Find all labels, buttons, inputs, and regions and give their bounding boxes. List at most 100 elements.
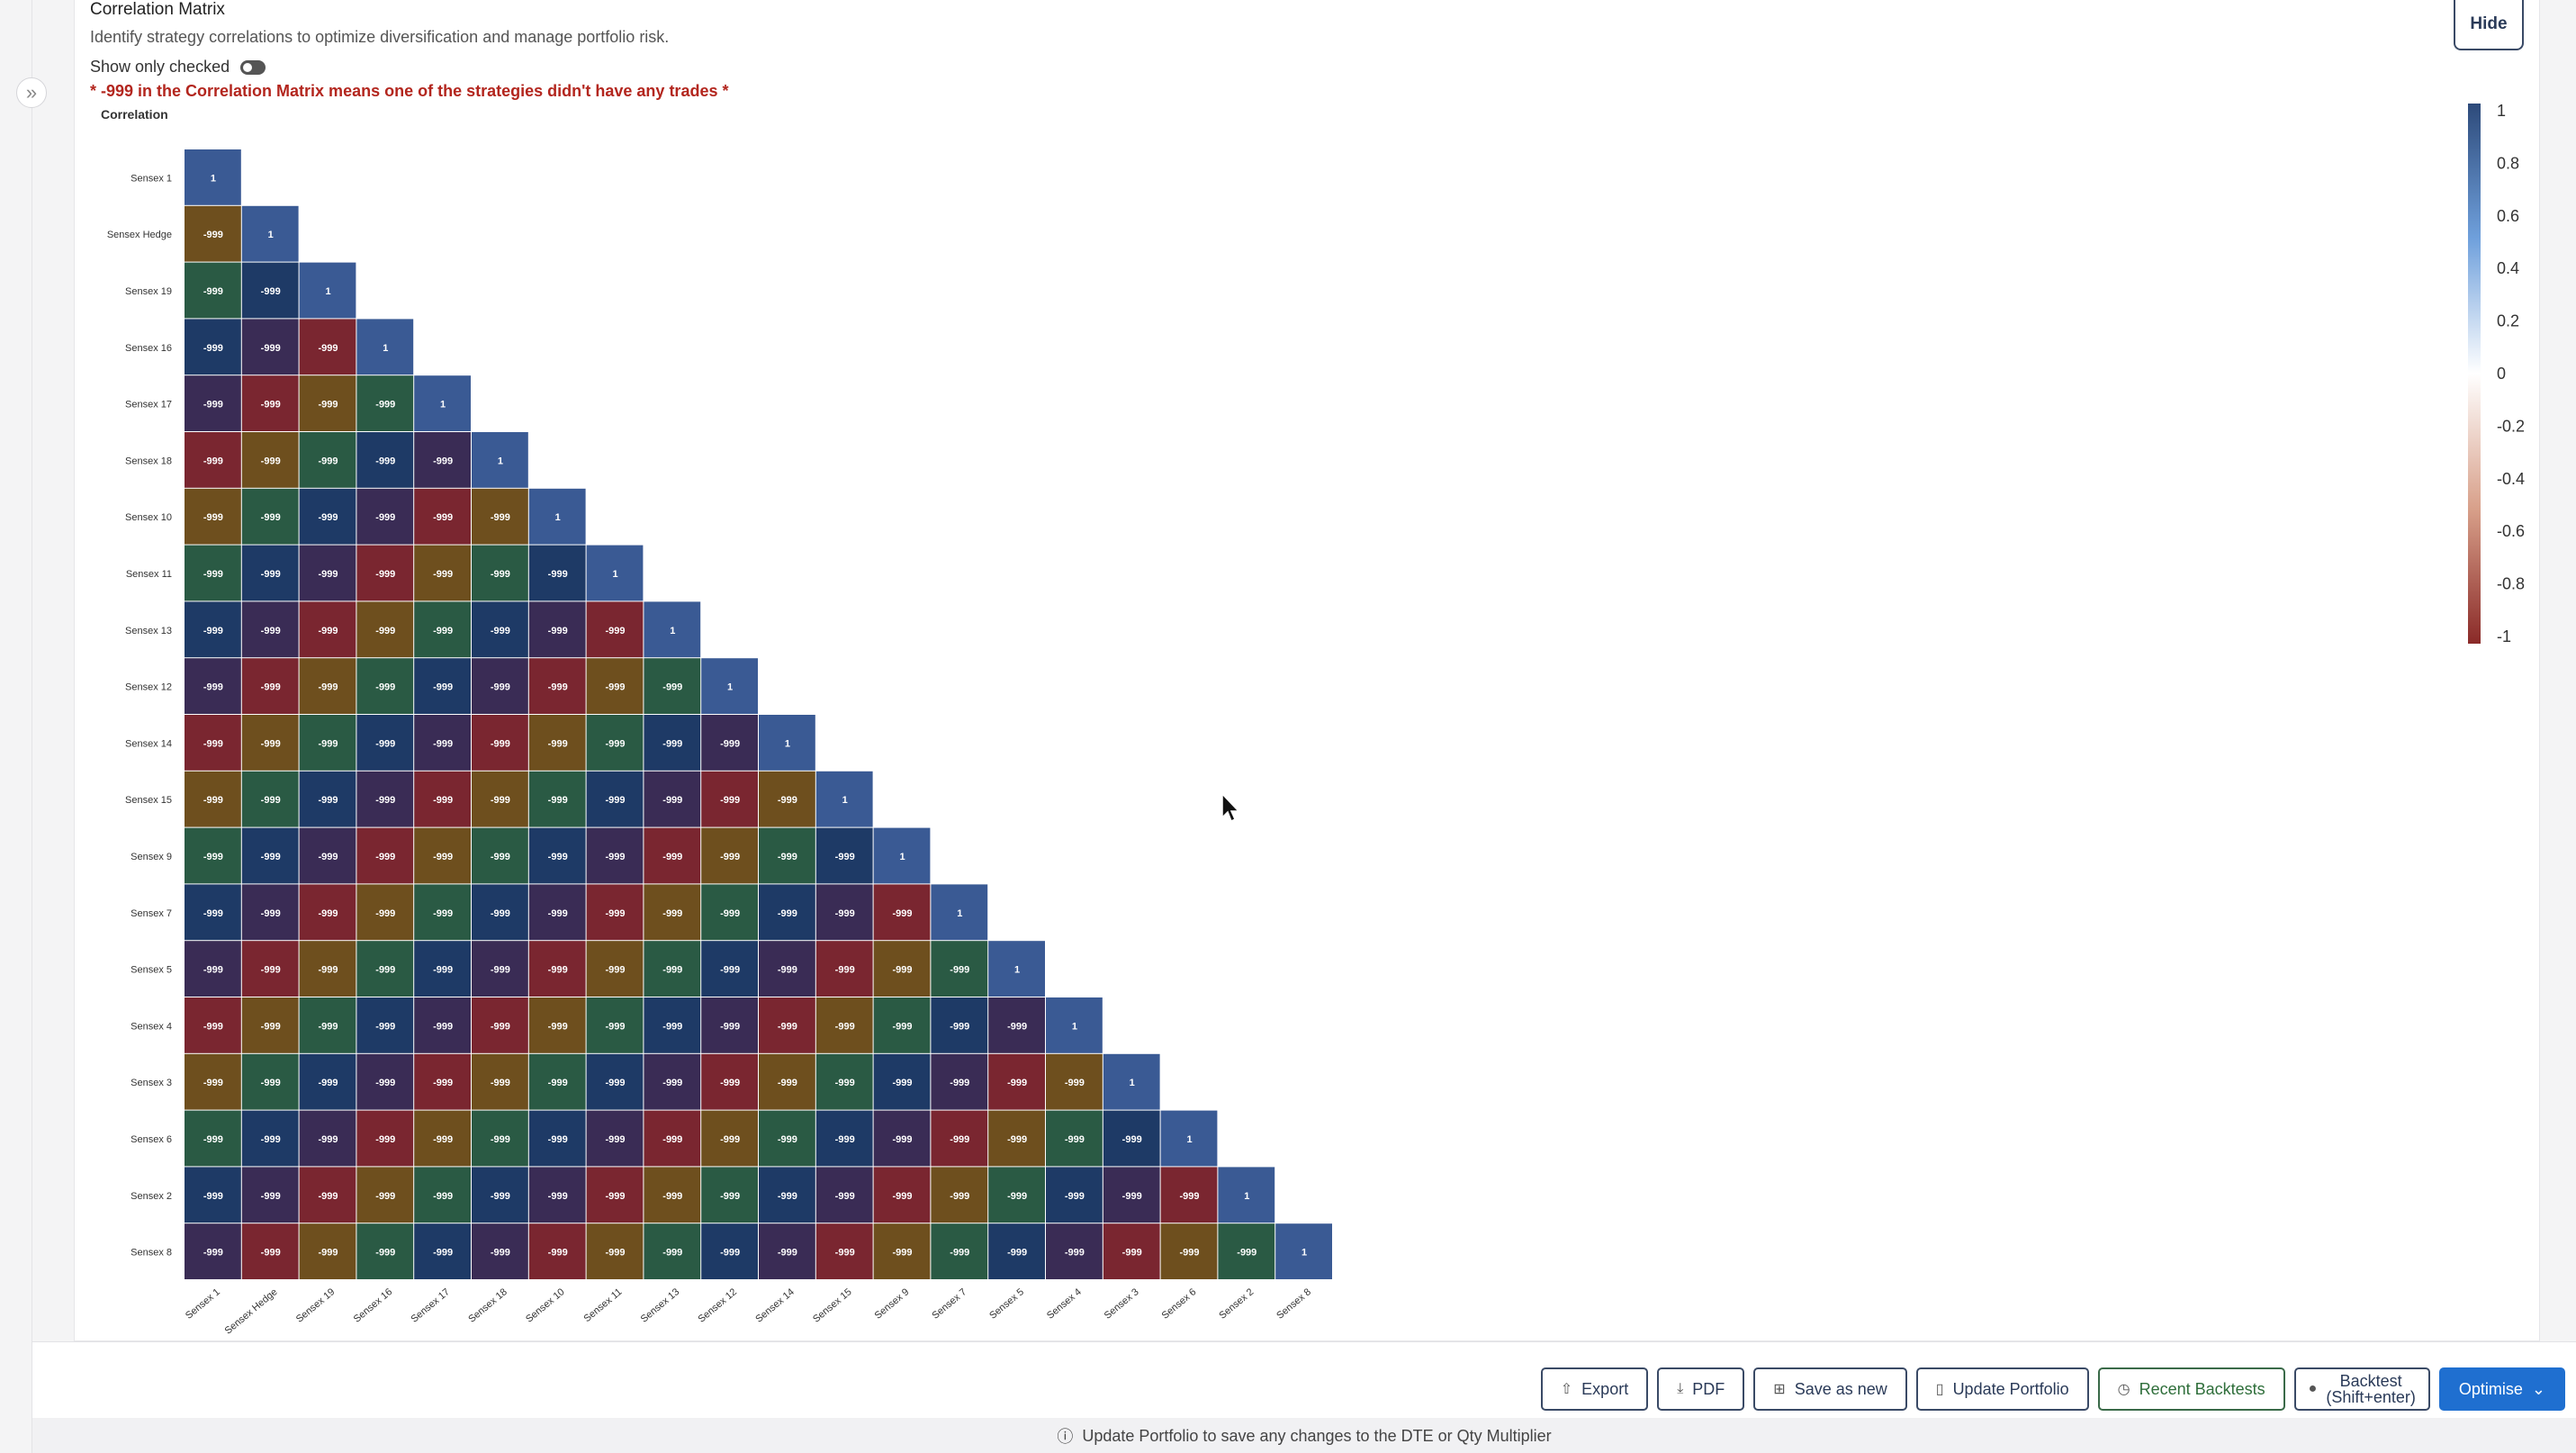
cell-value: -999 [892,1021,912,1032]
matrix-cell [241,262,299,319]
cell-value: -999 [950,965,969,976]
matrix-cell [241,1167,299,1223]
column-label: Sensex 10 [524,1286,567,1325]
matrix-cell [185,1110,241,1167]
cell-value: 1 [325,286,330,297]
recent-backtests-button[interactable]: ◷ Recent Backtests [2097,1367,2285,1411]
matrix-cell [586,1053,644,1110]
cell-value: 1 [1072,1021,1077,1032]
expand-sidebar-icon[interactable]: » [16,77,47,108]
row-label: Sensex 10 [125,512,172,523]
matrix-cell [701,771,758,827]
color-scale-tick: 0.8 [2497,154,2519,172]
matrix-cell [356,432,414,488]
cell-value: -999 [950,1248,969,1259]
matrix-cell [299,545,356,601]
column-label: Sensex 13 [639,1286,682,1325]
matrix-cell [472,827,528,884]
update-portfolio-button[interactable]: ▯ Update Portfolio [1915,1367,2089,1411]
diagonal-cell [414,375,471,431]
column-label: Sensex 5 [987,1286,1026,1322]
matrix-cell [815,941,873,997]
cell-value: -999 [835,1191,855,1202]
matrix-cell [356,771,414,827]
matrix-cell [472,1223,528,1279]
matrix-cell [931,1223,988,1279]
matrix-cell [472,1053,528,1110]
matrix-cell [644,1053,701,1110]
cell-value: -999 [261,512,281,523]
matrix-cell [1046,1110,1103,1167]
matrix-cell [701,1110,758,1167]
cell-value: -999 [261,456,281,466]
play-icon: ● [2308,1381,2318,1396]
matrix-cell [759,1053,815,1110]
cell-value: -999 [375,456,395,466]
backtest-button[interactable]: ● Backtest (Shift+enter) [2293,1367,2430,1411]
matrix-cell [414,941,471,997]
cell-value: -999 [1179,1191,1199,1202]
cell-value: -999 [662,852,682,862]
matrix-cell [759,1167,815,1223]
diagonal-cell [586,545,644,601]
button-label: PDF [1692,1379,1725,1398]
row-label: Sensex 19 [125,286,172,297]
hide-button[interactable]: Hide [2454,0,2524,50]
diagonal-cell [185,149,241,205]
cell-value: -999 [318,908,338,919]
cell-value: -999 [203,343,223,354]
cell-value: -999 [318,512,338,523]
column-label: Sensex 18 [466,1286,509,1325]
matrix-cell [528,884,586,941]
matrix-cell [1103,1167,1160,1223]
matrix-cell [873,884,931,941]
cell-value: -999 [835,1078,855,1088]
matrix-cell [356,1223,414,1279]
color-scale-tick: 0.2 [2497,312,2519,330]
cell-value: -999 [605,682,625,693]
matrix-cell [586,1223,644,1279]
save-as-new-button[interactable]: ⊞ Save as new [1753,1367,1907,1411]
cell-value: -999 [778,1134,797,1145]
matrix-cell [299,997,356,1053]
color-scale-tick: -0.2 [2497,417,2525,435]
matrix-cell [701,884,758,941]
color-scale-tick: -0.8 [2497,575,2525,593]
matrix-cell [356,545,414,601]
diagonal-cell [1218,1167,1275,1223]
cell-value: -999 [318,682,338,693]
matrix-cell [299,941,356,997]
color-scale-tick: 1 [2497,102,2506,120]
matrix-cell [241,1053,299,1110]
button-label: Export [1581,1379,1629,1398]
matrix-cell [472,771,528,827]
pdf-button[interactable]: ⤓ PDF [1657,1367,1745,1411]
matrix-cell [414,997,471,1053]
cell-value: -999 [318,1078,338,1088]
matrix-cell [414,827,471,884]
column-label: Sensex 11 [582,1286,625,1324]
matrix-cell [356,658,414,714]
cell-value: 1 [785,738,790,749]
hint-bar: ⓘ Update Portfolio to save any changes t… [32,1418,2576,1453]
cell-value: -999 [720,1191,740,1202]
matrix-cell [241,375,299,431]
cell-value: -999 [720,965,740,976]
cell-value: -999 [203,230,223,240]
column-label: Sensex 15 [811,1286,854,1325]
matrix-cell [815,1053,873,1110]
export-button[interactable]: ⇧ Export [1540,1367,1649,1411]
diagonal-cell [873,827,931,884]
row-label: Sensex 9 [131,852,172,862]
cell-value: -999 [778,908,797,919]
cell-value: 1 [383,343,388,354]
row-label: Sensex 18 [125,456,172,466]
cell-value: -999 [778,1248,797,1259]
cell-value: -999 [261,400,281,411]
optimise-button[interactable]: Optimise ⌄ [2438,1367,2565,1411]
matrix-cell [528,771,586,827]
show-only-checked-toggle[interactable] [240,59,266,75]
cell-value: -999 [261,1021,281,1032]
matrix-cell [299,658,356,714]
matrix-cell [586,997,644,1053]
